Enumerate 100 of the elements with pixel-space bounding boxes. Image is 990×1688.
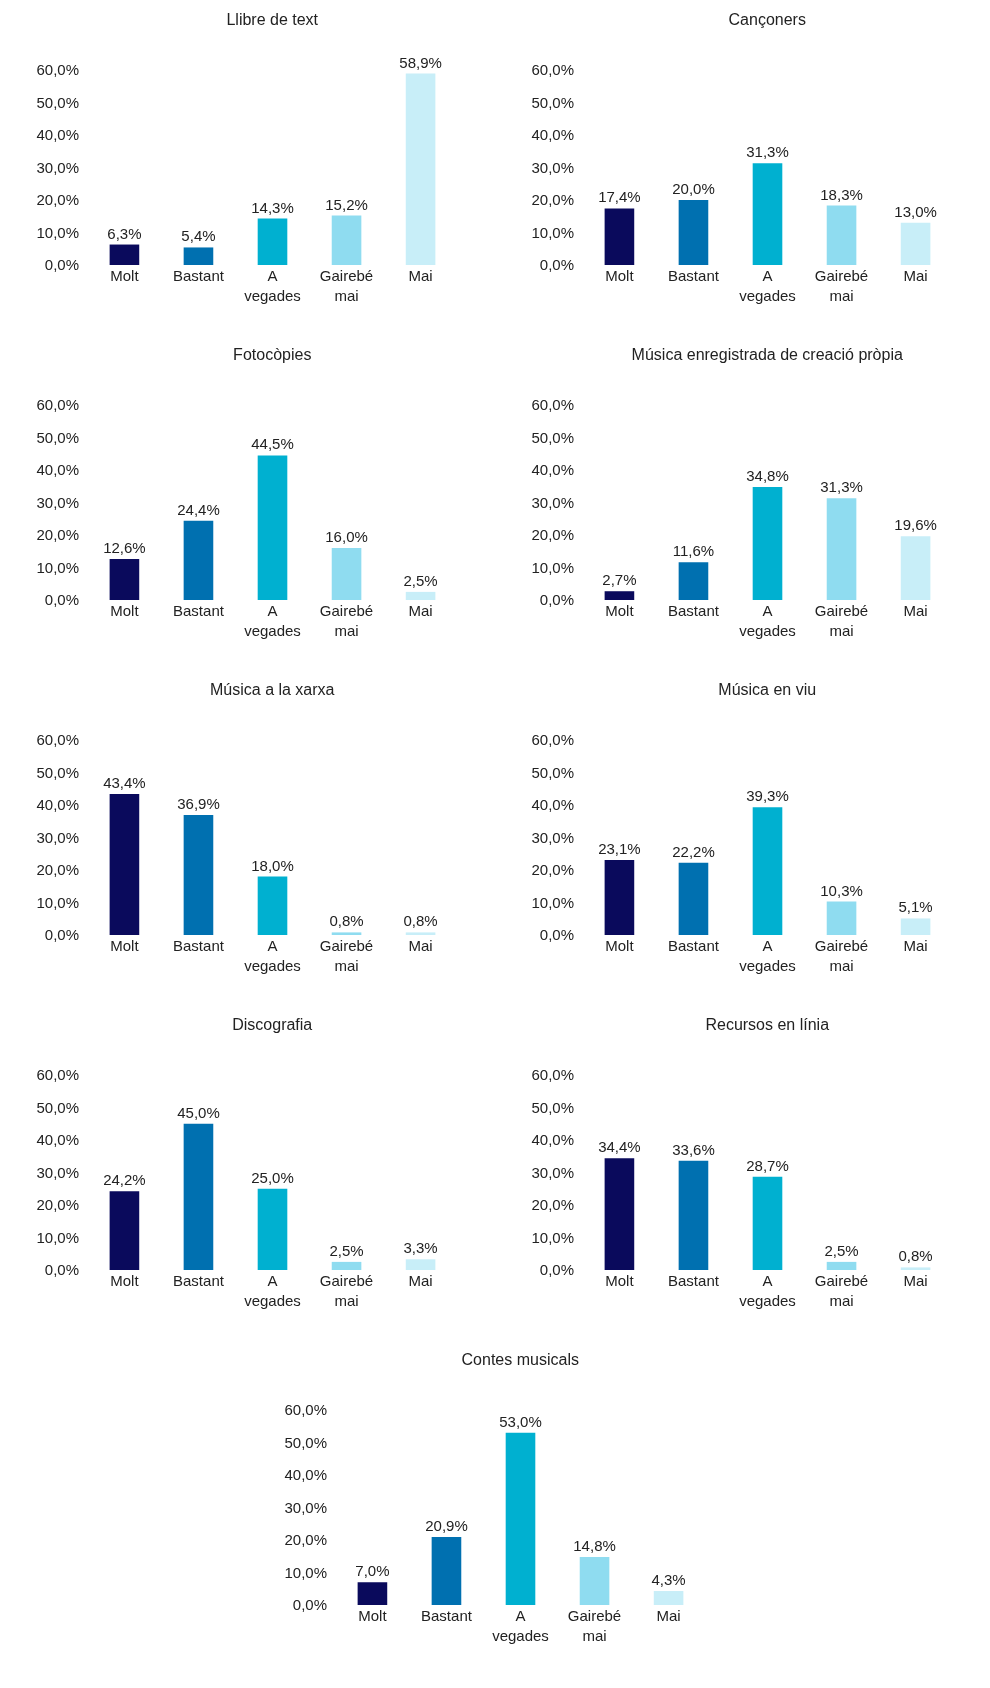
data-label: 14,8% — [572, 1536, 616, 1554]
bar — [109, 244, 140, 265]
data-label: 0,8% — [898, 1247, 933, 1265]
bar — [752, 486, 783, 600]
data-label: 24,4% — [177, 500, 220, 518]
x-tick-label: A vegades — [244, 267, 301, 304]
y-tick-label: 60,0% — [36, 731, 79, 749]
bar — [257, 876, 288, 935]
y-tick-label: 0,0% — [539, 256, 574, 274]
bar — [900, 918, 931, 935]
bar — [752, 807, 783, 935]
x-tick-label: Molt — [605, 267, 635, 284]
bar — [900, 1267, 931, 1270]
x-tick-label: A vegades — [739, 1272, 796, 1309]
y-tick-label: 20,0% — [283, 1531, 327, 1549]
bar — [505, 1432, 535, 1605]
bar — [431, 1537, 461, 1605]
x-tick-label: Molt — [605, 1272, 635, 1289]
data-label: 10,3% — [820, 881, 863, 899]
y-tick-label: 40,0% — [531, 1131, 574, 1149]
bar — [752, 163, 783, 265]
x-tick-label: Mai — [903, 1272, 928, 1289]
y-tick-label: 30,0% — [36, 828, 79, 846]
x-tick-label: Bastant — [668, 267, 720, 284]
y-tick-label: 10,0% — [531, 893, 574, 911]
data-label: 23,1% — [598, 839, 641, 857]
x-tick-label: Bastant — [173, 937, 225, 954]
x-tick-label: Mai — [408, 267, 433, 284]
data-label: 0,8% — [403, 912, 438, 930]
x-tick-label: Gairebé mai — [814, 267, 869, 304]
bar — [183, 247, 214, 265]
bar — [900, 536, 931, 600]
data-label: 16,0% — [325, 528, 368, 545]
bar — [331, 932, 362, 935]
data-label: 3,3% — [403, 1239, 438, 1257]
bar — [257, 1188, 288, 1270]
bar — [405, 1259, 436, 1270]
x-tick-label: A vegades — [244, 602, 301, 639]
y-tick-label: 40,0% — [283, 1466, 327, 1484]
y-tick-label: 20,0% — [531, 191, 574, 209]
data-label: 24,2% — [103, 1171, 146, 1189]
y-tick-label: 30,0% — [531, 828, 574, 846]
data-label: 33,6% — [672, 1140, 715, 1158]
chart-title: Cançoners — [728, 10, 806, 28]
bar — [826, 205, 857, 265]
y-tick-label: 40,0% — [531, 796, 574, 814]
bar — [579, 1556, 609, 1605]
x-tick-label: Gairebé mai — [814, 1272, 869, 1309]
data-label: 13,0% — [894, 202, 937, 220]
x-tick-label: Mai — [408, 1272, 433, 1289]
data-label: 39,3% — [746, 787, 789, 805]
data-label: 4,3% — [650, 1571, 686, 1589]
y-tick-label: 60,0% — [531, 61, 574, 79]
y-tick-label: 50,0% — [531, 93, 574, 111]
x-tick-label: Gairebé mai — [814, 602, 869, 639]
x-tick-label: Bastant — [668, 602, 720, 619]
y-tick-label: 50,0% — [36, 763, 79, 781]
y-tick-label: 0,0% — [539, 591, 574, 609]
x-tick-label: Mai — [903, 937, 928, 954]
bar — [183, 520, 214, 600]
y-tick-label: 60,0% — [531, 731, 574, 749]
y-tick-label: 60,0% — [531, 1066, 574, 1084]
y-tick-label: 10,0% — [36, 1228, 79, 1246]
y-tick-label: 10,0% — [531, 558, 574, 576]
x-tick-label: Molt — [110, 937, 140, 954]
x-tick-label: Gairebé mai — [319, 1272, 374, 1309]
x-tick-label: Gairebé mai — [319, 267, 374, 304]
data-label: 0,8% — [329, 912, 364, 930]
y-tick-label: 50,0% — [531, 428, 574, 446]
x-tick-label: Bastant — [668, 1272, 720, 1289]
bar — [331, 215, 362, 265]
bar — [183, 1123, 214, 1270]
x-tick-label: A vegades — [491, 1607, 549, 1644]
bar — [405, 73, 436, 265]
bar — [900, 222, 931, 265]
y-tick-label: 50,0% — [36, 428, 79, 446]
bar — [604, 1158, 635, 1270]
bar — [109, 793, 140, 935]
x-tick-label: A vegades — [739, 267, 796, 304]
y-tick-label: 40,0% — [531, 461, 574, 479]
y-tick-label: 20,0% — [36, 1196, 79, 1214]
bar — [183, 815, 214, 935]
y-tick-label: 30,0% — [36, 158, 79, 176]
data-label: 12,6% — [103, 539, 146, 557]
x-tick-label: A vegades — [244, 1272, 301, 1309]
bar — [678, 562, 709, 600]
y-tick-label: 60,0% — [283, 1401, 327, 1419]
y-tick-label: 20,0% — [531, 1196, 574, 1214]
data-label: 22,2% — [672, 842, 715, 860]
data-label: 11,6% — [672, 542, 715, 560]
y-tick-label: 60,0% — [36, 1066, 79, 1084]
x-tick-label: Bastant — [173, 1272, 225, 1289]
y-tick-label: 20,0% — [531, 526, 574, 544]
x-tick-label: A vegades — [739, 602, 796, 639]
y-tick-label: 30,0% — [36, 493, 79, 511]
y-tick-label: 50,0% — [531, 1098, 574, 1116]
y-tick-label: 20,0% — [36, 526, 79, 544]
x-tick-label: Molt — [110, 267, 140, 284]
bar — [331, 1261, 362, 1270]
x-tick-label: Bastant — [420, 1607, 473, 1624]
